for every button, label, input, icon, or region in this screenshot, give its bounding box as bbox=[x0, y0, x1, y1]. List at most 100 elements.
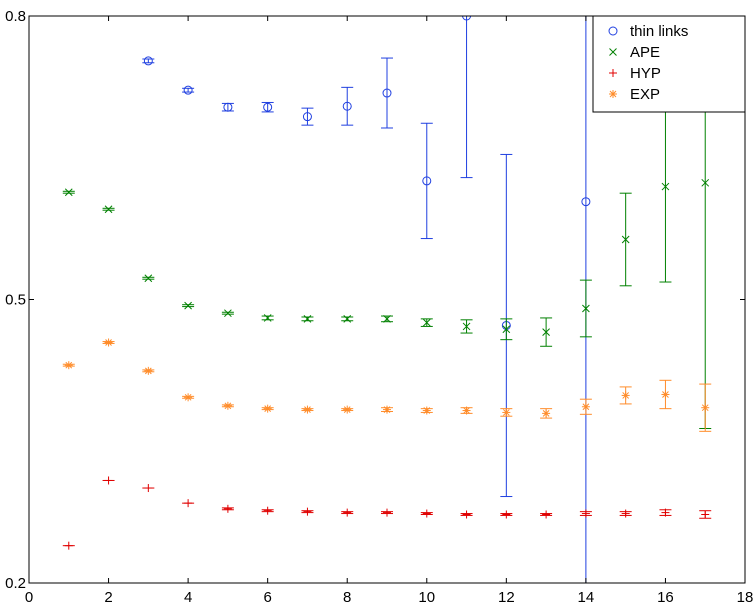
marker-x-stroke bbox=[343, 315, 352, 323]
point-marker bbox=[343, 315, 352, 323]
data-point bbox=[420, 509, 433, 518]
marker-asterisk-stroke bbox=[423, 407, 431, 414]
data-point bbox=[540, 317, 553, 347]
data-point bbox=[619, 192, 632, 287]
data-point bbox=[540, 510, 553, 519]
data-point bbox=[142, 484, 155, 493]
x-tick-label: 4 bbox=[184, 589, 192, 606]
data-point bbox=[221, 504, 234, 513]
data-point bbox=[102, 338, 115, 347]
series-exp bbox=[62, 338, 712, 432]
marker-circle bbox=[382, 88, 392, 98]
data-point bbox=[221, 102, 234, 112]
data-point bbox=[261, 506, 274, 515]
data-point bbox=[341, 86, 354, 126]
data-point bbox=[261, 404, 274, 413]
marker-asterisk-stroke bbox=[264, 405, 272, 413]
data-point bbox=[579, 509, 592, 518]
point-marker bbox=[661, 182, 670, 191]
data-point bbox=[62, 361, 75, 370]
point-marker bbox=[184, 301, 192, 310]
point-marker bbox=[104, 338, 113, 347]
point-marker bbox=[462, 322, 471, 331]
marker-circle bbox=[462, 16, 472, 21]
point-marker bbox=[502, 408, 511, 417]
x-tick-label: 12 bbox=[498, 589, 515, 606]
point-marker bbox=[64, 541, 73, 550]
x-tick-label: 6 bbox=[263, 589, 271, 606]
marker-asterisk-stroke bbox=[502, 409, 510, 416]
data-point bbox=[460, 406, 473, 415]
marker-asterisk-stroke bbox=[622, 392, 630, 399]
x-tick-label: 16 bbox=[657, 589, 674, 606]
point-marker bbox=[582, 304, 590, 313]
point-marker bbox=[701, 510, 710, 519]
y-tick-label: 0.5 bbox=[5, 292, 26, 309]
data-point bbox=[579, 279, 592, 338]
data-point bbox=[659, 379, 672, 410]
marker-asterisk-stroke bbox=[224, 402, 232, 410]
point-marker bbox=[621, 235, 630, 244]
point-marker bbox=[581, 402, 590, 411]
marker-x-stroke bbox=[104, 205, 113, 214]
marker-x-stroke bbox=[661, 182, 670, 191]
marker-asterisk-stroke bbox=[463, 407, 470, 414]
data-point bbox=[619, 509, 632, 518]
x-axis: 0 2 4 6 8 10 12 14 16 18 bbox=[25, 16, 754, 606]
data-point bbox=[301, 315, 314, 323]
marker-x-stroke bbox=[462, 322, 471, 331]
marker-x-stroke bbox=[263, 314, 272, 322]
point-marker bbox=[263, 506, 272, 515]
point-marker bbox=[542, 328, 550, 336]
point-marker bbox=[343, 405, 352, 414]
marker-asterisk-stroke bbox=[609, 90, 617, 98]
x-tick-label: 2 bbox=[104, 589, 112, 606]
point-marker bbox=[144, 366, 153, 375]
data-point bbox=[182, 85, 195, 95]
x-tick-label: 10 bbox=[418, 589, 435, 606]
data-point bbox=[500, 510, 513, 519]
legend-label-thin-links: thin links bbox=[630, 23, 688, 40]
marker-asterisk-stroke bbox=[542, 410, 550, 417]
data-point bbox=[62, 541, 75, 550]
point-marker bbox=[223, 504, 232, 513]
legend-label-hyp: HYP bbox=[630, 65, 661, 82]
data-point bbox=[261, 101, 274, 113]
marker-x-stroke bbox=[582, 304, 590, 313]
data-point bbox=[579, 398, 592, 415]
marker-circle bbox=[223, 102, 233, 112]
marker-asterisk-stroke bbox=[304, 406, 311, 413]
marker-x-stroke bbox=[621, 235, 630, 244]
point-marker bbox=[502, 510, 511, 519]
data-point bbox=[699, 383, 712, 432]
data-point bbox=[381, 508, 393, 517]
point-marker bbox=[542, 409, 551, 418]
point-marker bbox=[383, 315, 391, 323]
x-tick-label: 18 bbox=[737, 589, 754, 606]
point-marker bbox=[303, 315, 312, 323]
data-point bbox=[341, 508, 354, 517]
marker-x-stroke bbox=[184, 301, 192, 310]
legend-marker-ape bbox=[609, 48, 617, 56]
marker-x-stroke bbox=[502, 325, 511, 334]
marker-x-stroke bbox=[224, 309, 232, 318]
marker-circle bbox=[143, 56, 153, 66]
data-point bbox=[142, 56, 155, 66]
marker-x-stroke bbox=[609, 48, 617, 56]
point-marker bbox=[542, 510, 551, 519]
point-marker bbox=[661, 508, 670, 517]
data-point bbox=[500, 318, 513, 341]
x-tick-label: 14 bbox=[578, 589, 595, 606]
point-marker bbox=[342, 101, 352, 111]
x-tick-label: 8 bbox=[343, 589, 351, 606]
marker-asterisk-stroke bbox=[105, 339, 112, 346]
marker-asterisk-stroke bbox=[582, 403, 590, 411]
point-marker bbox=[462, 510, 471, 519]
point-marker bbox=[462, 16, 472, 21]
legend-label-ape: APE bbox=[630, 44, 660, 61]
marker-x-stroke bbox=[542, 328, 550, 336]
data-point bbox=[420, 406, 433, 415]
data-point bbox=[182, 499, 195, 508]
data-point bbox=[341, 405, 354, 414]
point-marker bbox=[263, 102, 273, 112]
